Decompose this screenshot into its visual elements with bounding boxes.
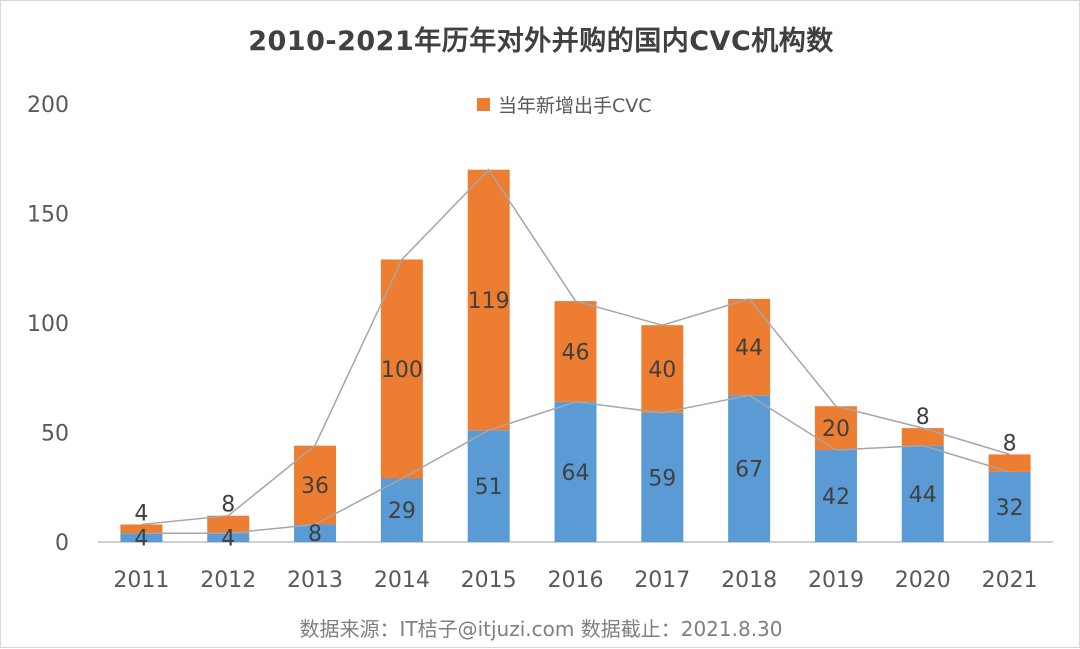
bar-new-2018 bbox=[728, 298, 771, 396]
series-line-base bbox=[141, 394, 1010, 534]
y-tick-label: 150 bbox=[27, 203, 69, 228]
x-tick-label: 2020 bbox=[895, 568, 951, 593]
data-label-new: 40 bbox=[648, 358, 676, 383]
bar-base-2014 bbox=[380, 478, 423, 542]
data-label-base: 64 bbox=[562, 461, 590, 486]
bar-new-2014 bbox=[380, 259, 423, 479]
bar-base-2020 bbox=[901, 445, 944, 542]
legend-label-new: 当年新增出手CVC bbox=[498, 95, 652, 117]
y-tick-label: 50 bbox=[41, 422, 69, 447]
bar-base-2015 bbox=[467, 430, 510, 542]
data-label-new: 8 bbox=[221, 493, 235, 518]
data-label-new: 44 bbox=[735, 336, 763, 361]
x-tick-label: 2012 bbox=[200, 568, 256, 593]
data-label-base: 4 bbox=[221, 527, 235, 552]
bar-base-2018 bbox=[728, 395, 771, 542]
x-tick-label: 2013 bbox=[287, 568, 343, 593]
x-tick-label: 2019 bbox=[808, 568, 864, 593]
data-label-base: 4 bbox=[134, 527, 148, 552]
data-label-new: 4 bbox=[134, 501, 148, 526]
bar-base-2017 bbox=[641, 412, 684, 542]
bar-new-2021 bbox=[988, 454, 1031, 472]
bar-new-2011 bbox=[120, 524, 163, 534]
x-tick-label: 2015 bbox=[461, 568, 517, 593]
chart-title: 2010-2021年历年对外并购的国内CVC机构数 bbox=[248, 26, 834, 57]
source-note: 数据来源：IT桔子@itjuzi.com 数据截止：2021.8.30 bbox=[299, 617, 783, 641]
data-label-new: 100 bbox=[381, 358, 423, 383]
data-label-new: 8 bbox=[916, 405, 930, 430]
data-label-base: 8 bbox=[308, 522, 322, 547]
data-label-new: 46 bbox=[562, 340, 590, 365]
y-tick-label: 0 bbox=[55, 531, 69, 556]
data-label-new: 119 bbox=[468, 289, 510, 314]
bar-new-2015 bbox=[467, 169, 510, 431]
bar-new-2016 bbox=[554, 301, 597, 402]
data-label-new: 8 bbox=[1003, 431, 1017, 456]
x-tick-label: 2021 bbox=[982, 568, 1038, 593]
y-tick-label: 200 bbox=[27, 93, 69, 118]
x-tick-label: 2011 bbox=[113, 568, 169, 593]
bar-new-2017 bbox=[641, 325, 684, 413]
x-tick-label: 2017 bbox=[634, 568, 690, 593]
bar-new-2013 bbox=[294, 445, 337, 525]
y-tick-label: 100 bbox=[27, 312, 69, 337]
x-tick-label: 2014 bbox=[374, 568, 430, 593]
bar-base-2021 bbox=[988, 471, 1031, 542]
bar-base-2011 bbox=[120, 533, 163, 542]
legend-swatch-new bbox=[477, 98, 490, 111]
data-label-base: 51 bbox=[475, 475, 503, 500]
bar-base-2012 bbox=[207, 533, 250, 542]
data-label-base: 44 bbox=[909, 483, 937, 508]
bar-base-2013 bbox=[294, 524, 337, 542]
legend: 当年新增出手CVC bbox=[477, 91, 652, 118]
data-label-base: 29 bbox=[388, 499, 416, 524]
data-label-new: 36 bbox=[301, 474, 329, 499]
data-label-base: 59 bbox=[648, 466, 676, 491]
bar-base-2019 bbox=[814, 450, 857, 542]
bar-new-2020 bbox=[901, 428, 944, 446]
data-label-base: 32 bbox=[996, 496, 1024, 521]
x-tick-label: 2016 bbox=[548, 568, 604, 593]
series-line-total bbox=[141, 168, 1010, 526]
bar-new-2019 bbox=[814, 406, 857, 451]
data-label-base: 67 bbox=[735, 458, 763, 483]
x-tick-label: 2018 bbox=[721, 568, 777, 593]
data-label-new: 20 bbox=[822, 417, 850, 442]
bar-base-2016 bbox=[554, 401, 597, 542]
bar-new-2012 bbox=[207, 515, 250, 534]
data-label-base: 42 bbox=[822, 485, 850, 510]
